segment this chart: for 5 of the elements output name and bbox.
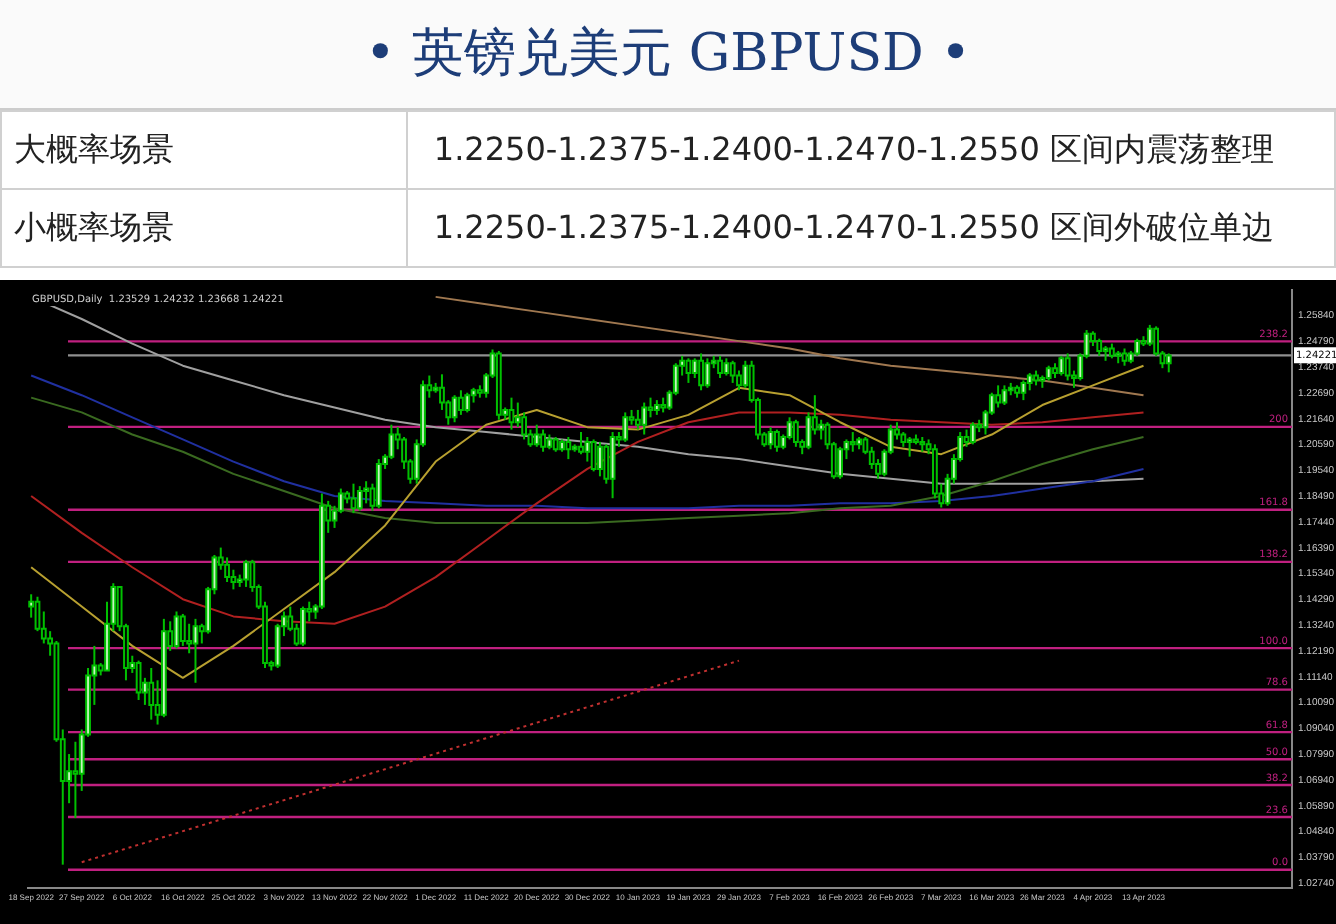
chart-title: • 英镑兑美元 GBPUSD • <box>0 0 1336 110</box>
text: 1.2250-1.2375-1.2400-1.2470-1.2550 区间内震荡整理 <box>407 111 1335 189</box>
text: 小概率场景 <box>1 189 407 267</box>
text: 大概率场景 <box>1 111 407 189</box>
text: 1.2250-1.2375-1.2400-1.2470-1.2550 区间外破位单边 <box>407 189 1335 267</box>
